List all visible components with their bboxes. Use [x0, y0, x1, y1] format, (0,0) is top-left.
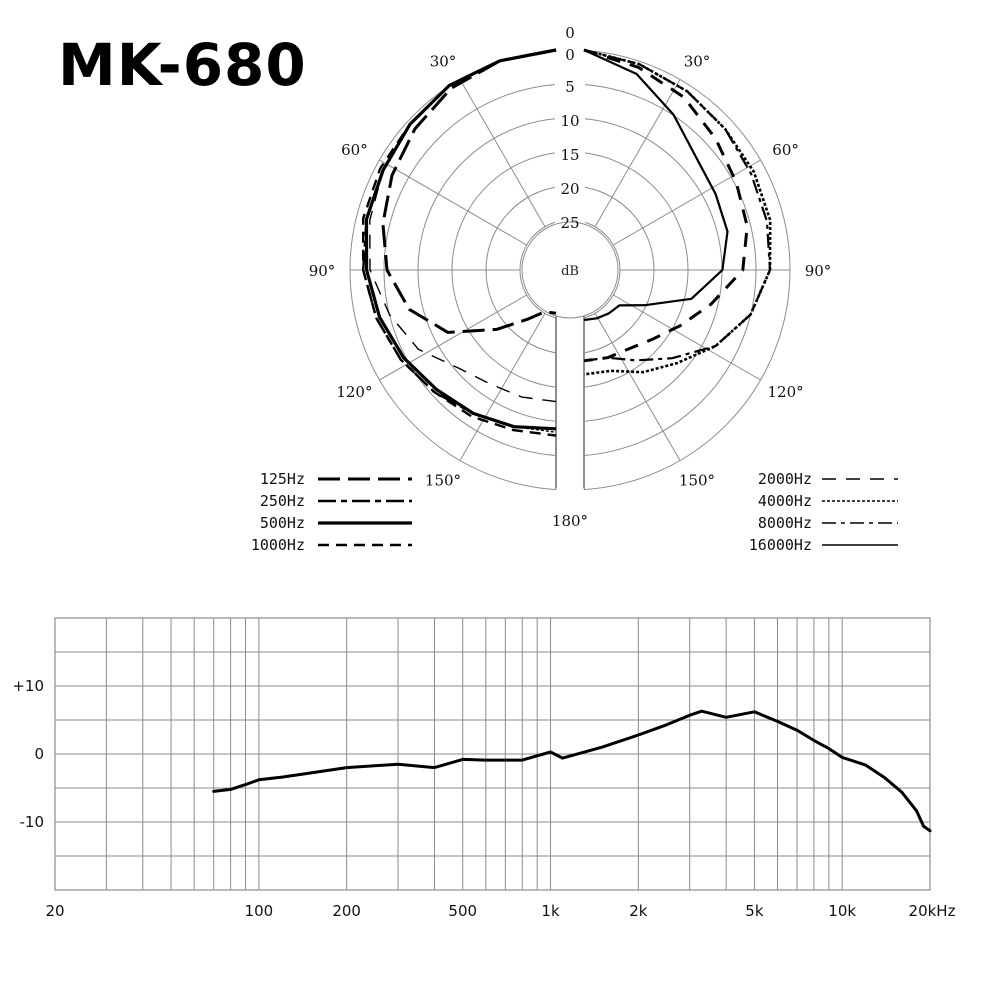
polar-series-4000hz — [365, 49, 557, 433]
frequency-response-chart: +10 0 -10 20 100 200 500 1k 2k 5k 10k 20kHz — [12, 617, 956, 920]
db-unit-label: dB — [561, 264, 579, 279]
polar-spoke — [594, 313, 681, 461]
polar-spoke — [459, 79, 546, 227]
radial-tick-label: 20 — [560, 180, 579, 198]
angle-label-left: 60° — [341, 141, 368, 159]
radial-tick-label: 15 — [560, 146, 579, 164]
polar-spoke — [379, 294, 527, 381]
radial-tick-label: 25 — [560, 214, 579, 232]
polar-series-250hz — [362, 48, 557, 430]
polar-series-2000hz — [369, 49, 557, 403]
legend-label: 8000Hz — [758, 514, 812, 532]
polar-series-1000hz — [362, 48, 557, 437]
angle-label-left: 30° — [430, 52, 457, 70]
x-tick-label: 20kHz — [909, 902, 956, 920]
angle-label-180: 180° — [552, 512, 588, 530]
angle-label-left: 90° — [309, 262, 336, 280]
legend-label: 1000Hz — [251, 536, 305, 554]
legend-label: 4000Hz — [758, 492, 812, 510]
polar-spoke — [594, 79, 681, 227]
y-tick-label: +10 — [12, 677, 44, 695]
polar-spoke — [613, 294, 761, 381]
legend-label: 500Hz — [260, 514, 305, 532]
x-tick-label: 2k — [629, 902, 648, 920]
x-tick-label: 200 — [332, 902, 361, 920]
angle-label-left: 120° — [336, 383, 372, 401]
angle-label-right: 120° — [768, 383, 804, 401]
polar-series-125hz — [381, 48, 557, 334]
radial-tick-label: 10 — [560, 112, 579, 130]
radial-tick-label: 0 — [565, 46, 575, 64]
x-tick-label: 1k — [541, 902, 560, 920]
polar-chart: dB 0 0 5 10 15 20 25 30° 30° 60° 60° 90° 90° 120° 120° 1… — [251, 24, 898, 554]
polar-series-8000hz — [583, 48, 772, 362]
angle-label-right: 90° — [805, 262, 832, 280]
polar-series-4000hz-r — [583, 48, 772, 376]
legend-label: 2000Hz — [758, 470, 812, 488]
polar-legend: 125Hz 250Hz 500Hz 1000Hz 2000Hz 4000Hz 8000Hz 1… — [251, 470, 898, 554]
radial-tick-label: 0 — [565, 24, 575, 42]
polar-spoke — [379, 159, 527, 246]
x-tick-label: 500 — [448, 902, 477, 920]
legend-label: 125Hz — [260, 470, 305, 488]
polar-series-2000hz-r — [583, 48, 749, 363]
polar-spoke — [613, 159, 761, 246]
radial-tick-label: 5 — [565, 78, 575, 96]
polar-spoke — [459, 313, 546, 461]
angle-label-left: 150° — [425, 472, 461, 490]
legend-label: 250Hz — [260, 492, 305, 510]
angle-label-right: 30° — [684, 52, 711, 70]
angle-label-right: 60° — [772, 141, 799, 159]
x-tick-label: 20 — [45, 902, 64, 920]
page-title: MK-680 — [58, 31, 307, 99]
fr-response-line — [212, 709, 932, 833]
x-tick-label: 100 — [245, 902, 274, 920]
polar-series-16000hz — [583, 48, 729, 322]
x-tick-label: 10k — [828, 902, 856, 920]
y-tick-label: -10 — [20, 813, 45, 831]
x-tick-label: 5k — [745, 902, 764, 920]
y-tick-label: 0 — [34, 745, 44, 763]
polar-center — [521, 221, 619, 319]
angle-label-right: 150° — [679, 472, 715, 490]
polar-series-500hz — [364, 48, 557, 431]
legend-label: 16000Hz — [749, 536, 812, 554]
